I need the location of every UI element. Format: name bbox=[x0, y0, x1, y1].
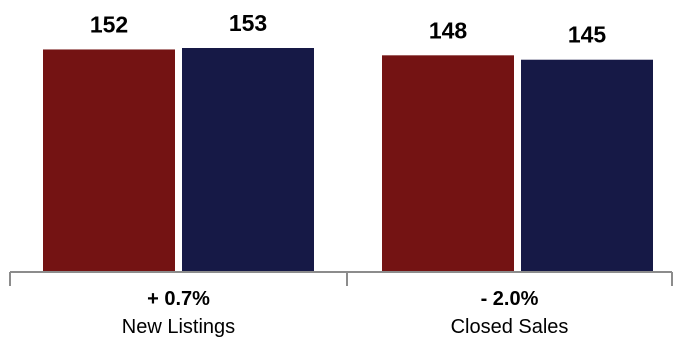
bars-layer bbox=[43, 48, 653, 272]
bar-value-label: 152 bbox=[90, 11, 128, 37]
category-labels-layer: + 0.7% New Listings - 2.0% Closed Sales bbox=[122, 288, 569, 338]
bar-1-0 bbox=[382, 55, 514, 272]
bar-value-label: 153 bbox=[229, 10, 267, 36]
bar-0-1 bbox=[182, 48, 314, 272]
bar-0-0 bbox=[43, 49, 175, 272]
bar-value-label: 148 bbox=[429, 17, 468, 43]
x-axis bbox=[9, 271, 673, 286]
bar-value-label: 145 bbox=[568, 22, 607, 48]
value-labels-layer: 152 153 148 145 bbox=[90, 10, 607, 48]
percent-change-label: - 2.0% bbox=[481, 288, 539, 310]
bar-1-1 bbox=[521, 59, 653, 272]
percent-change-label: + 0.7% bbox=[147, 288, 210, 310]
category-label: New Listings bbox=[122, 316, 235, 338]
category-label: Closed Sales bbox=[451, 316, 569, 338]
